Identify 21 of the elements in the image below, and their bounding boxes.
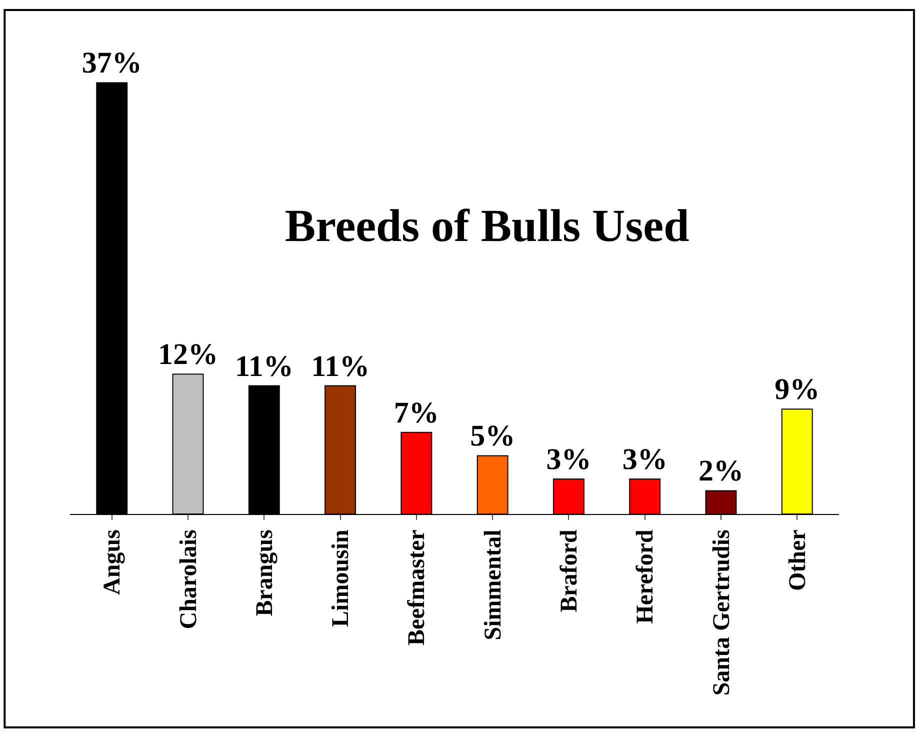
- data-label: 11%: [234, 350, 294, 383]
- x-tick-label: Braford: [556, 528, 583, 612]
- text: Breeds of Bulls Used: [284, 200, 690, 251]
- x-tick-label: Limousin: [328, 530, 354, 627]
- data-label: 2%: [698, 454, 744, 488]
- x-tick-label: Simmental: [480, 529, 506, 640]
- data-label: 3%: [546, 443, 592, 476]
- x-tick-label: Charolais: [176, 530, 202, 630]
- x-tick-label: Other: [784, 529, 811, 591]
- data-label: 5%: [470, 420, 516, 453]
- x-tick-label: Angus: [100, 530, 126, 595]
- data-label: 37%: [82, 46, 142, 80]
- data-label: 9%: [774, 373, 820, 406]
- data-label: 7%: [394, 396, 439, 430]
- data-label: 12%: [158, 338, 218, 372]
- x-tick-label: Brangus: [252, 530, 278, 616]
- data-label: 11%: [311, 350, 370, 383]
- x-tick-label: Hereford: [632, 528, 659, 624]
- x-tick-label: Beefmaster: [404, 529, 430, 646]
- data-label: 3%: [622, 443, 668, 476]
- x-tick-label: Santa Gertrudis: [708, 530, 735, 696]
